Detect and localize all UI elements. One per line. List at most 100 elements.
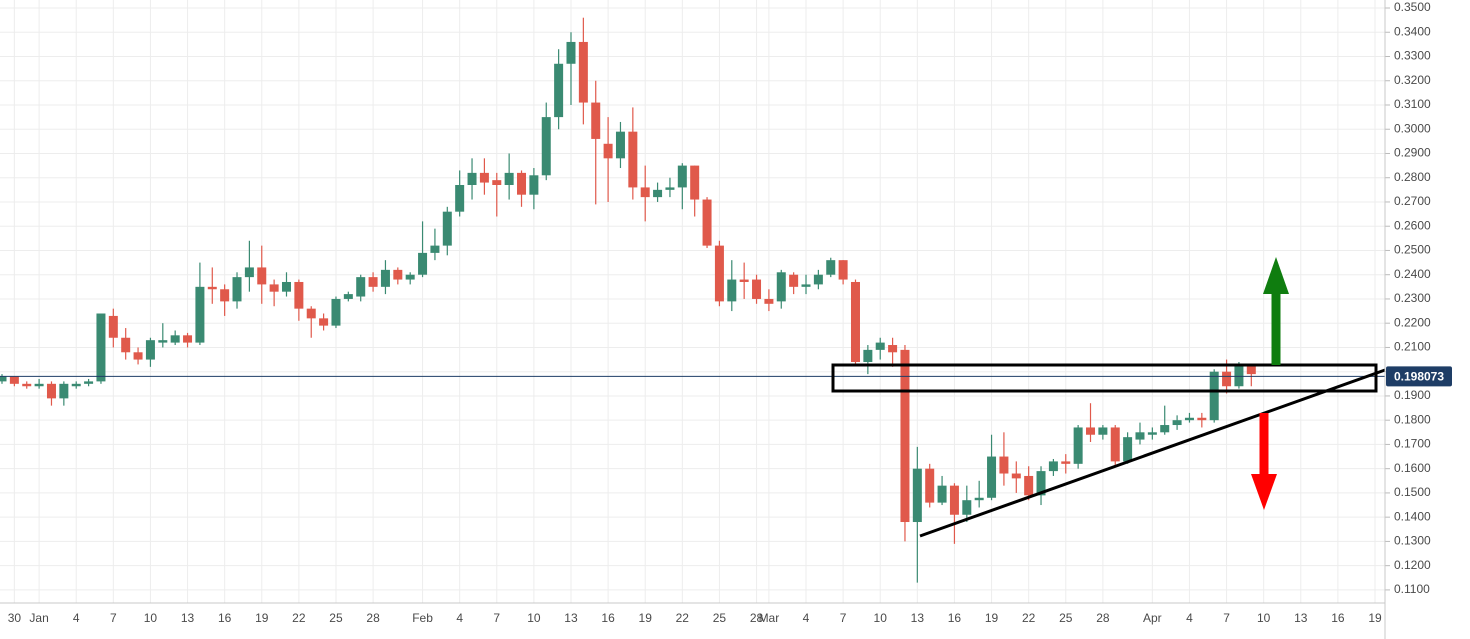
x-tick-label: Mar <box>759 611 780 625</box>
candle-body <box>96 313 106 382</box>
candle-body <box>628 131 638 188</box>
x-tick-label: 30 <box>8 611 22 625</box>
y-tick-label: 0.1800 <box>1394 412 1431 426</box>
x-tick-label: 19 <box>255 611 269 625</box>
y-tick-label: 0.1500 <box>1394 485 1431 499</box>
candle-body <box>900 349 910 523</box>
candle-body <box>1147 432 1157 435</box>
y-tick-label: 0.1300 <box>1394 534 1431 548</box>
candle-body <box>1086 427 1096 435</box>
candle-body <box>145 340 155 360</box>
x-tick-label: 28 <box>750 611 764 625</box>
candle-body <box>653 189 663 198</box>
x-tick-label: 28 <box>366 611 380 625</box>
candle-body <box>541 117 551 176</box>
x-tick-label: 7 <box>840 611 847 625</box>
x-tick-label: 4 <box>456 611 463 625</box>
candle-body <box>789 274 799 287</box>
x-tick-label: 10 <box>527 611 541 625</box>
candle-body <box>59 383 69 399</box>
last-price-box <box>1386 366 1452 387</box>
candle-body <box>603 143 613 159</box>
candle-body <box>714 245 724 302</box>
candle-body <box>888 345 898 353</box>
candle-body <box>962 500 972 515</box>
candle-body <box>294 281 304 309</box>
candle-body <box>1098 427 1108 435</box>
x-tick-label: Feb <box>412 611 433 625</box>
axis-labels: 0.1100 0.1200 0.1300 0.1400 0.1500 0.1600 0.17… <box>8 0 1452 625</box>
x-tick-label: 13 <box>181 611 195 625</box>
y-tick-label: 0.3500 <box>1394 0 1431 14</box>
annotations <box>831 257 1386 538</box>
candle-body <box>331 298 341 326</box>
x-tick-label: 25 <box>1059 611 1073 625</box>
candle-body <box>220 289 230 302</box>
up-arrow-head <box>1263 257 1289 294</box>
candle-body <box>1160 425 1170 433</box>
candle-body <box>418 252 428 275</box>
candle-body <box>677 165 687 188</box>
x-tick-label: 4 <box>1186 611 1193 625</box>
candle-body <box>554 63 564 118</box>
y-tick-label: 0.2600 <box>1394 218 1431 232</box>
x-tick-label: 7 <box>110 611 117 625</box>
candle-body <box>504 172 514 185</box>
candle-body <box>455 184 465 212</box>
x-tick-label: 25 <box>329 611 343 625</box>
candle-body <box>739 279 749 282</box>
candle-body <box>244 267 254 278</box>
candle-body <box>578 41 588 103</box>
y-tick-label: 0.2200 <box>1394 315 1431 329</box>
x-tick-label: 4 <box>73 611 80 625</box>
candle-body <box>1246 364 1256 375</box>
candle-body <box>801 284 811 287</box>
candle-body <box>1209 371 1219 421</box>
candle-body <box>22 383 32 387</box>
candle-body <box>999 456 1009 474</box>
candle-body <box>1048 461 1058 472</box>
resistance-box <box>831 363 1378 393</box>
candle-body <box>1011 473 1021 479</box>
candle-body <box>987 456 997 498</box>
x-tick-label: 13 <box>1294 611 1308 625</box>
candle-body <box>1184 417 1194 421</box>
y-tick-label: 0.1200 <box>1394 558 1431 572</box>
trend-line <box>919 368 1386 538</box>
y-tick-label: 0.2500 <box>1394 243 1431 257</box>
candle-body <box>529 175 539 195</box>
grid <box>0 0 1390 603</box>
candle-body <box>195 286 205 343</box>
candle-body <box>1123 437 1133 462</box>
candle-body <box>949 485 959 515</box>
candle-body <box>108 315 118 338</box>
candle-body <box>0 376 7 382</box>
candle-body <box>727 279 737 302</box>
candle-body <box>1172 420 1182 426</box>
candle-body <box>1234 364 1244 387</box>
x-tick-label: 13 <box>564 611 578 625</box>
x-tick-label: 16 <box>1331 611 1345 625</box>
x-tick-label: 28 <box>1096 611 1110 625</box>
y-tick-label: 0.2700 <box>1394 194 1431 208</box>
down-arrow-head <box>1251 474 1277 510</box>
candle-body <box>1110 427 1120 462</box>
candle-body <box>912 468 922 523</box>
last-price-label: 0.198073 <box>1394 370 1444 384</box>
candle-body <box>405 274 415 280</box>
candle-body <box>1197 417 1207 421</box>
candle-body <box>257 267 267 285</box>
candle-body <box>690 165 700 200</box>
candle-body <box>492 180 502 185</box>
candle-body <box>430 245 440 253</box>
x-tick-label: 19 <box>639 611 653 625</box>
candle-body <box>121 337 131 353</box>
candle-body <box>34 383 44 387</box>
candle-body <box>1222 371 1232 387</box>
candle-body <box>356 277 366 297</box>
x-tick-label: 10 <box>144 611 158 625</box>
x-tick-label: 22 <box>292 611 306 625</box>
candle-body <box>764 298 774 304</box>
candle-body <box>442 211 452 246</box>
x-tick-label: Apr <box>1143 611 1162 625</box>
